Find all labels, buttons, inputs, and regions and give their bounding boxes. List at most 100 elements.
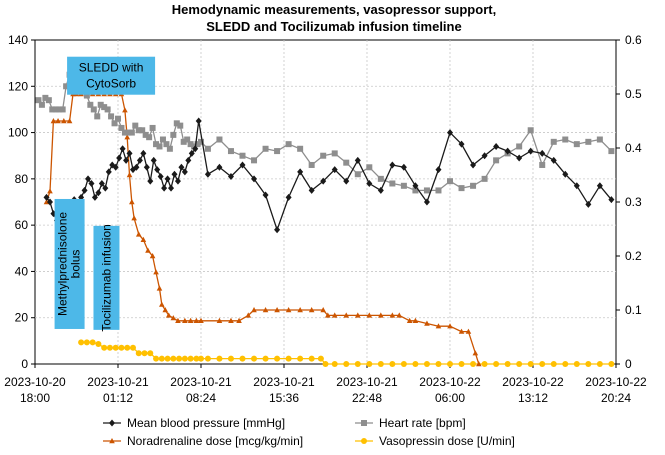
data-point (573, 182, 580, 190)
y-left-tick-label: 60 (15, 218, 29, 232)
axes: 2023-10-20 18:00 2023-10-21 01:12 2023-10-21… (4, 33, 647, 405)
data-point (239, 152, 246, 159)
data-point (112, 163, 119, 171)
data-point (45, 97, 52, 104)
data-point (227, 148, 234, 155)
data-point (193, 317, 200, 323)
x-tick-label-time: 20:24 (601, 391, 631, 405)
data-point (193, 355, 200, 362)
data-point (204, 145, 211, 152)
data-point (116, 154, 123, 162)
data-point (585, 138, 592, 145)
data-point (153, 141, 160, 148)
data-point (308, 307, 315, 313)
data-point (262, 145, 269, 152)
data-point (132, 122, 139, 129)
data-point (400, 182, 407, 189)
data-point (129, 344, 136, 351)
legend-label: Noradrenaline dose [mcg/kg/min] (127, 434, 303, 448)
annotation-text: Methylprednisolone (56, 212, 70, 316)
data-point (331, 361, 338, 367)
y-right-tick-label: 0.6 (625, 33, 642, 47)
data-point (354, 361, 361, 367)
data-point (389, 312, 396, 318)
data-point (194, 141, 201, 148)
data-point (61, 118, 67, 124)
data-point (156, 143, 163, 150)
data-point (181, 168, 188, 176)
data-point (188, 149, 195, 157)
data-point (377, 186, 384, 194)
data-point (147, 350, 154, 357)
data-point (181, 355, 188, 362)
x-tick-label-date: 2023-10-21 (336, 375, 398, 389)
data-point (105, 168, 112, 176)
data-point (81, 186, 88, 194)
data-point (322, 361, 329, 367)
data-point (56, 106, 63, 113)
data-point (423, 198, 430, 206)
x-tick-label-time: 01:12 (103, 391, 133, 405)
data-point (476, 361, 482, 367)
data-point (412, 317, 419, 323)
y-right-tick-label: 0.2 (625, 249, 642, 263)
data-point (119, 145, 126, 153)
data-point (182, 317, 188, 323)
x-tick-label-time: 22:48 (352, 391, 382, 405)
data-point (493, 361, 500, 367)
data-point (50, 118, 57, 124)
annotation-text: bolus (69, 250, 83, 279)
data-point (175, 317, 181, 323)
annotation-sledd: SLEDD with CytoSorb (67, 56, 156, 95)
data-point (458, 140, 465, 148)
data-point (159, 136, 166, 143)
data-point (470, 361, 477, 367)
data-point (297, 355, 304, 362)
data-point (435, 187, 442, 194)
series-1 (35, 71, 615, 194)
x-tick-label-time: 08:24 (186, 391, 216, 405)
data-point (550, 138, 557, 145)
x-tick-label-date: 2023-10-22 (419, 375, 481, 389)
data-point (423, 187, 430, 194)
data-point (550, 361, 557, 367)
data-point (308, 161, 315, 168)
data-point (354, 312, 361, 318)
data-point (112, 344, 119, 351)
data-point (435, 323, 442, 329)
data-point (274, 307, 280, 313)
data-point (184, 136, 191, 143)
data-point (133, 163, 140, 171)
data-point (424, 320, 430, 326)
data-point (400, 361, 407, 367)
data-point (129, 199, 135, 205)
chart-title-line-1: Hemodynamic measurements, vasopressor su… (172, 2, 496, 17)
data-point (539, 149, 546, 157)
data-point (145, 247, 151, 253)
data-point (320, 307, 326, 313)
data-point (228, 317, 234, 323)
data-point (227, 355, 234, 362)
y-left-tick-label: 140 (8, 33, 28, 47)
legend-label: Vasopressin dose [U/min] (379, 434, 515, 448)
data-point (539, 161, 546, 168)
y-left-tick-label: 20 (15, 311, 29, 325)
data-point (87, 101, 94, 108)
data-point (447, 323, 453, 329)
data-point (389, 361, 396, 367)
x-tick-label-date: 2023-10-20 (4, 375, 66, 389)
data-point (141, 350, 148, 357)
data-point (140, 236, 147, 242)
data-point (198, 355, 204, 362)
data-point (251, 157, 258, 164)
data-point (516, 154, 523, 162)
data-point (187, 317, 194, 323)
data-point (465, 328, 472, 334)
data-point (396, 312, 403, 318)
data-point (481, 175, 488, 182)
data-point (527, 147, 534, 155)
data-point (139, 127, 146, 134)
data-point (297, 145, 304, 152)
data-point (97, 101, 104, 108)
annotation-text: Tocilizumab infusion (99, 224, 113, 331)
